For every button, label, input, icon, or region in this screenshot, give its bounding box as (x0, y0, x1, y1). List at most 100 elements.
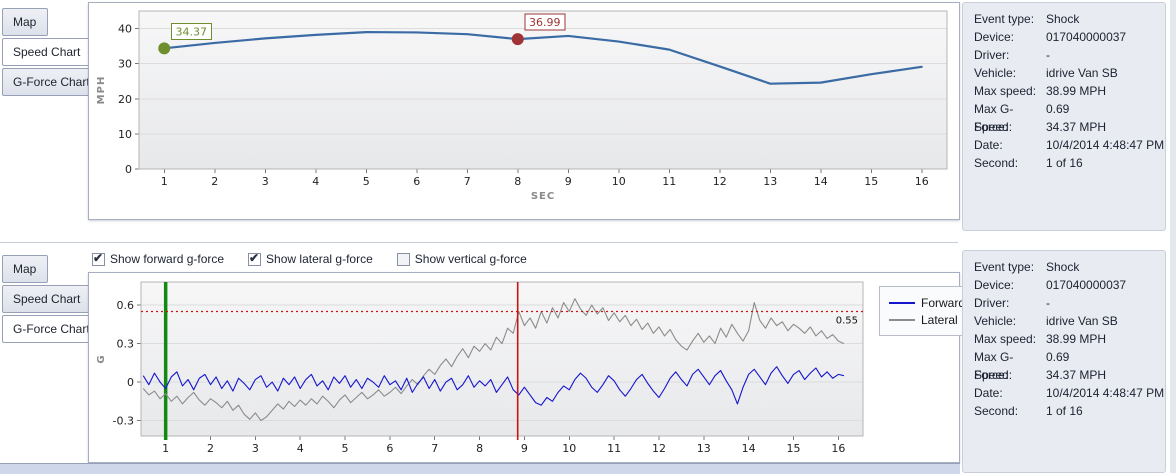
info-row-driver: Driver: - (974, 294, 1165, 312)
gforce-chart-container: -0.300.30.612345678910111213141516SECG0.… (88, 272, 976, 463)
x-tick-label: 6 (386, 442, 393, 455)
tab-g-force-chart[interactable]: G-Force Chart (2, 68, 102, 96)
gforce-chart-svg: -0.300.30.612345678910111213141516SECG0.… (96, 281, 864, 455)
info-row-second: Second: 1 of 16 (974, 154, 1165, 172)
info-value: 38.99 MPH (1046, 84, 1107, 98)
marker-label: 34.37 (176, 25, 208, 38)
y-axis-title: MPH (96, 76, 107, 105)
legend-line-swatch (889, 318, 915, 321)
checkbox-show-forward-g-force[interactable]: ✔ Show forward g-force (92, 250, 225, 266)
checked-checkbox-icon: ✔ (248, 251, 262, 266)
event-info-panel-bottom: Event type: Shock Device: 017040000037 Drive… (962, 250, 1166, 473)
marker-dot-36-99 (511, 33, 524, 46)
plot-border (140, 281, 864, 437)
gforce-checkbox-row: ✔ Show forward g-force ✔ Show lateral g-for… (92, 249, 551, 269)
info-value: 0.69 (1046, 102, 1070, 116)
info-value: 10/4/2014 4:48:47 PM (1046, 138, 1165, 152)
y-tick-label: 20 (118, 93, 132, 106)
checkbox-label: Show lateral g-force (266, 252, 373, 266)
x-tick-label: 15 (786, 442, 800, 455)
x-tick-label: 12 (652, 442, 666, 455)
info-row-second: Second: 1 of 16 (974, 402, 1165, 420)
info-label: Speed: (974, 120, 1013, 134)
x-tick-label: 10 (562, 442, 576, 455)
marker-label: 36.99 (529, 16, 561, 29)
x-tick-label: 1 (162, 442, 169, 455)
tab-speed-chart[interactable]: Speed Chart (2, 38, 93, 66)
info-value: - (1046, 296, 1050, 310)
info-row-vehicle: Vehicle: idrive Van SB (974, 312, 1165, 330)
checkbox-show-vertical-g-force[interactable]: Show vertical g-force (396, 252, 527, 266)
info-value: - (1046, 48, 1050, 62)
legend-item-lateral: Lateral (889, 311, 965, 328)
info-value: Shock (1046, 260, 1080, 274)
info-value: idrive Van SB (1046, 314, 1118, 328)
event-info-panel-top: Event type: Shock Device: 017040000037 Drive… (962, 2, 1166, 231)
x-tick-label: 2 (211, 175, 218, 188)
info-label: Event type: (974, 260, 1035, 274)
x-tick-label: 5 (363, 175, 370, 188)
x-tick-label: 10 (612, 175, 626, 188)
info-row-max-speed: Max speed: 38.99 MPH (974, 330, 1165, 348)
legend-label: Lateral (921, 312, 958, 327)
x-tick-label: 9 (565, 175, 572, 188)
x-tick-label: 11 (662, 175, 676, 188)
info-label: Driver: (974, 48, 1010, 62)
x-tick-label: 8 (514, 175, 521, 188)
info-row-device: Device: 017040000037 (974, 28, 1165, 46)
info-label: Max speed: (974, 84, 1037, 98)
tab-map[interactable]: Map (2, 8, 49, 36)
info-label: Date: (974, 138, 1003, 152)
info-label: Event type: (974, 12, 1035, 26)
plot-area (141, 282, 863, 436)
checkbox-label: Show vertical g-force (414, 252, 527, 266)
x-tick-label: 14 (742, 442, 756, 455)
info-value: 017040000037 (1046, 30, 1127, 44)
info-value: 017040000037 (1046, 278, 1127, 292)
x-tick-label: 2 (207, 442, 214, 455)
check-mark-icon: ✔ (93, 250, 104, 265)
legend-label: Forward (921, 295, 966, 310)
info-value: 38.99 MPH (1046, 332, 1107, 346)
info-row-date: Date: 10/4/2014 4:48:47 PM (974, 136, 1165, 154)
info-row-speed: Speed: 34.37 MPH (974, 118, 1165, 136)
info-value: 34.37 MPH (1046, 368, 1107, 382)
info-row-max-g-force: Max G-Force: 0.69 (974, 348, 1165, 382)
info-label: Second: (974, 156, 1019, 170)
info-row-event-type: Event type: Shock (974, 258, 1165, 276)
y-axis-title: G (96, 354, 107, 363)
info-value: Shock (1046, 12, 1080, 26)
x-tick-label: 14 (814, 175, 828, 188)
tab-map[interactable]: Map (2, 255, 49, 283)
checkbox-label: Show forward g-force (110, 252, 225, 266)
y-tick-label: 30 (118, 58, 132, 71)
info-value: 0.69 (1046, 350, 1070, 364)
x-tick-label: 12 (713, 175, 727, 188)
info-label: Speed: (974, 368, 1013, 382)
marker-label-box (170, 22, 212, 40)
tabstrip-bottom: Map Speed Chart G-Force Chart (2, 255, 102, 345)
x-tick-label: 4 (297, 442, 304, 455)
checkbox-show-lateral-g-force[interactable]: ✔ Show lateral g-force (248, 251, 373, 266)
tab-speed-chart[interactable]: Speed Chart (2, 285, 93, 313)
info-value: 10/4/2014 4:48:47 PM (1046, 386, 1165, 400)
window-right-edge (1169, 0, 1176, 473)
info-value: 34.37 MPH (1046, 120, 1107, 134)
checked-checkbox-icon: ✔ (92, 250, 105, 266)
threshold-label: 0.55 (836, 316, 858, 327)
speed-line (163, 31, 923, 85)
info-row-date: Date: 10/4/2014 4:48:47 PM (974, 384, 1165, 402)
tab-g-force-chart[interactable]: G-Force Chart (2, 315, 102, 343)
plot-area (139, 11, 947, 169)
x-tick-label: 16 (915, 175, 929, 188)
x-tick-label: 3 (252, 442, 259, 455)
info-label: Vehicle: (974, 314, 1017, 328)
speed-chart-container: 0 10 20 30 40 1 2 3 4 5 6 7 8 9 10 11 12 13 14 15 16 SEC MPH 34… (88, 2, 960, 220)
info-value: 1 of 16 (1046, 404, 1083, 418)
info-label: Max G-Force: (974, 102, 1014, 134)
x-tick-label: 1 (161, 175, 168, 188)
y-tick-label: 10 (118, 128, 132, 141)
x-tick-label: 16 (831, 442, 845, 455)
